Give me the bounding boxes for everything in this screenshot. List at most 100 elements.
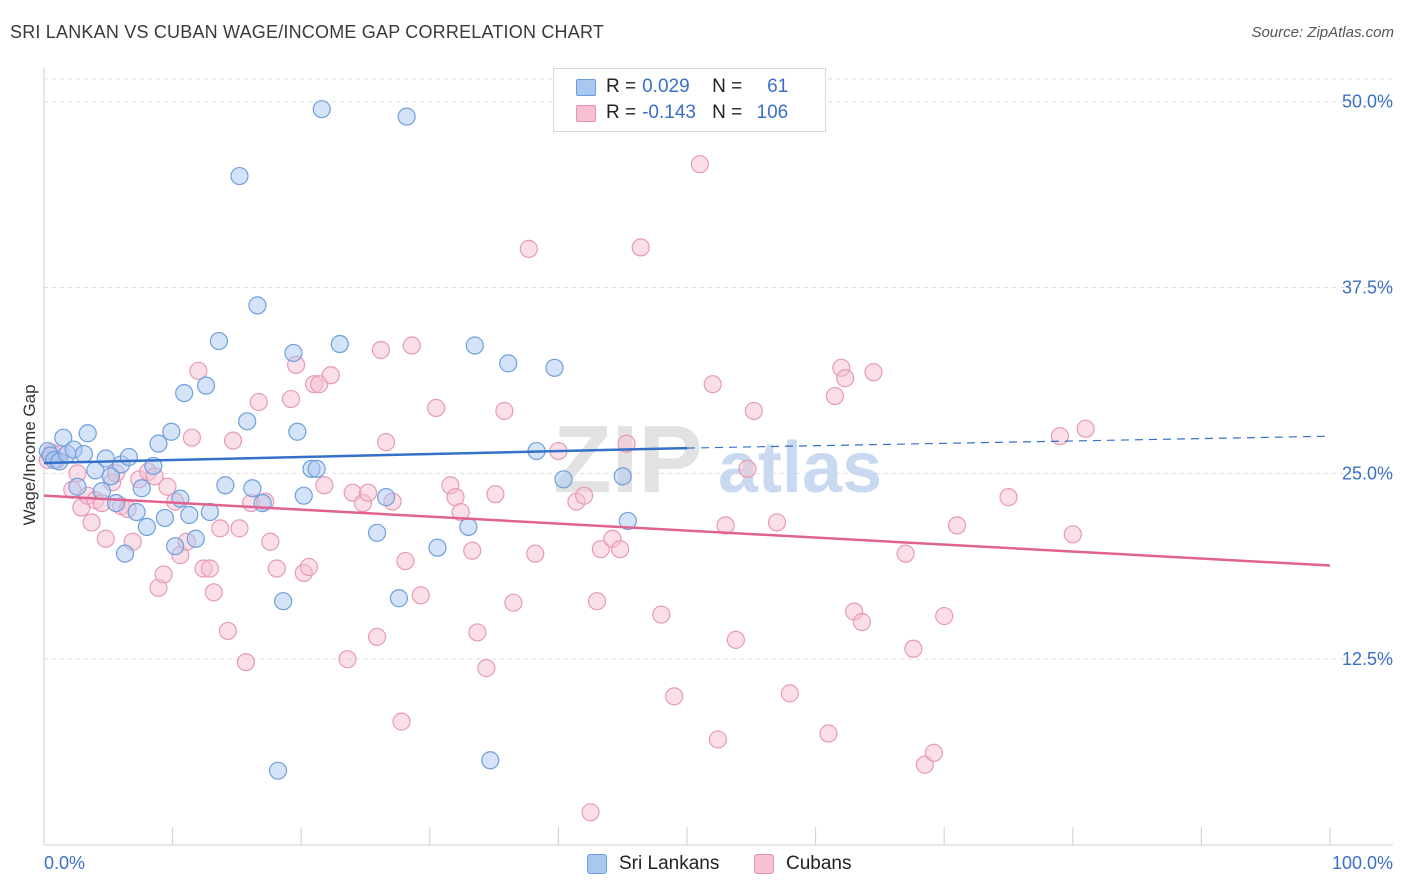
sri-lankan-trendline-extension [686, 435, 1331, 449]
series-legend-label: Sri Lankans [619, 853, 720, 874]
cuban-point [819, 724, 838, 743]
sri-lankan-point [397, 107, 416, 126]
cuban-point [581, 803, 600, 822]
sri-lankan-point [330, 334, 349, 354]
series-legend-cubans[interactable]: Cubans [754, 853, 852, 875]
chart-title: SRI LANKAN VS CUBAN WAGE/INCOME GAP CORR… [10, 22, 605, 42]
sri-lankan-point [459, 517, 478, 536]
cuban-point [852, 612, 871, 632]
cuban-point [1063, 525, 1082, 544]
axis-layer: 12.5% 25.0% 37.5% 50.0% [43, 68, 1393, 846]
sri-lankan-point [106, 493, 126, 513]
sri-lankan-point [545, 358, 564, 377]
cuban-point [402, 336, 421, 355]
sri-lankan-point [166, 537, 185, 556]
sri-lankan-point [74, 444, 93, 464]
sri-lankan-point [162, 422, 181, 441]
cuban-point [182, 428, 201, 447]
sri-lankan-point [288, 422, 307, 441]
cuban-point [825, 386, 844, 406]
cuban-point [338, 650, 357, 669]
sri-lankan-point [137, 517, 156, 536]
sri-lankan-point [78, 424, 97, 443]
cuban-point [495, 401, 514, 421]
sri-lankan-trendline [43, 446, 688, 465]
series-legend-sri-lankans[interactable]: Sri Lankans [587, 853, 719, 875]
cuban-point [703, 375, 722, 394]
cuban-point [211, 519, 230, 538]
cuban-point [315, 476, 334, 495]
legend-r-label: R = [606, 76, 637, 97]
cuban-point [904, 639, 923, 658]
cuban-point [519, 239, 538, 258]
cuban-point [427, 398, 446, 418]
cuban-point [611, 540, 630, 559]
sri-lankan-point [132, 479, 151, 498]
watermark: ZIP atlas [553, 406, 882, 513]
sri-lankan-point [312, 100, 331, 119]
cuban-point [617, 434, 636, 453]
cuban-point [864, 363, 883, 382]
trend-layer [43, 435, 1331, 567]
sri-lankan-point [180, 505, 199, 525]
cuban-point [82, 513, 101, 532]
cuban-point [96, 529, 115, 548]
legend-swatch-pink [576, 104, 596, 122]
cuban-point [358, 483, 378, 502]
cuban-point [371, 340, 391, 360]
cuban-point [896, 544, 915, 563]
sri-lankan-point [155, 508, 174, 528]
y-tick-label: 37.5% [1342, 278, 1393, 298]
cuban-point [451, 502, 470, 522]
legend-n-label: N = [712, 102, 743, 123]
cuban-point [218, 621, 237, 641]
cuban-point [486, 485, 505, 504]
cuban-point [249, 392, 268, 412]
cuban-point [200, 559, 219, 578]
sri-lankan-point [209, 331, 228, 351]
cuban-trendline [43, 494, 1331, 567]
cuban-point [924, 743, 944, 762]
sri-lankan-point [149, 434, 168, 453]
sri-lankan-point [127, 502, 146, 522]
sri-lankan-point [389, 589, 409, 608]
cuban-point [281, 389, 301, 409]
cuban-point [468, 623, 487, 642]
legend-r-value: 0.029 [642, 76, 690, 97]
sri-lankan-point [499, 354, 518, 373]
cuban-point [1076, 419, 1095, 438]
sri-lankan-point [92, 482, 111, 501]
cuban-point [477, 659, 496, 678]
cuban-point [575, 486, 594, 505]
cuban-point [708, 730, 727, 749]
cuban-point [504, 593, 523, 612]
x-tick-label-max: 100.0% [1332, 853, 1393, 873]
y-tick-label: 25.0% [1342, 463, 1393, 483]
sri-lankan-point [115, 544, 135, 563]
cuban-point [1050, 427, 1070, 446]
cuban-point [267, 559, 286, 578]
sri-lankan-point [284, 343, 303, 363]
y-tick-label: 12.5% [1342, 649, 1393, 669]
cuban-point [236, 653, 256, 672]
sri-lankan-point [186, 529, 205, 548]
cuban-point [652, 605, 671, 624]
legend-swatch-blue [576, 78, 596, 96]
cuban-point [376, 433, 396, 452]
cuban-point [396, 551, 415, 571]
sri-lankan-point [554, 470, 573, 489]
sri-lankan-point [268, 761, 288, 780]
legend-n-value: 61 [767, 76, 789, 97]
sri-lankan-point [376, 488, 396, 507]
cuban-point [836, 369, 855, 388]
sri-lankan-point [68, 477, 87, 496]
sri-lankan-point [196, 376, 216, 395]
cuban-point [935, 606, 954, 626]
legend-row-cubans: R = -0.143 N = 106 [576, 100, 788, 126]
cuban-point [230, 519, 249, 538]
sri-lankan-point [618, 511, 637, 531]
sri-lankan-point [465, 336, 484, 355]
cuban-point [591, 540, 610, 559]
sri-lankan-point [274, 592, 293, 611]
cuban-point [158, 477, 177, 496]
